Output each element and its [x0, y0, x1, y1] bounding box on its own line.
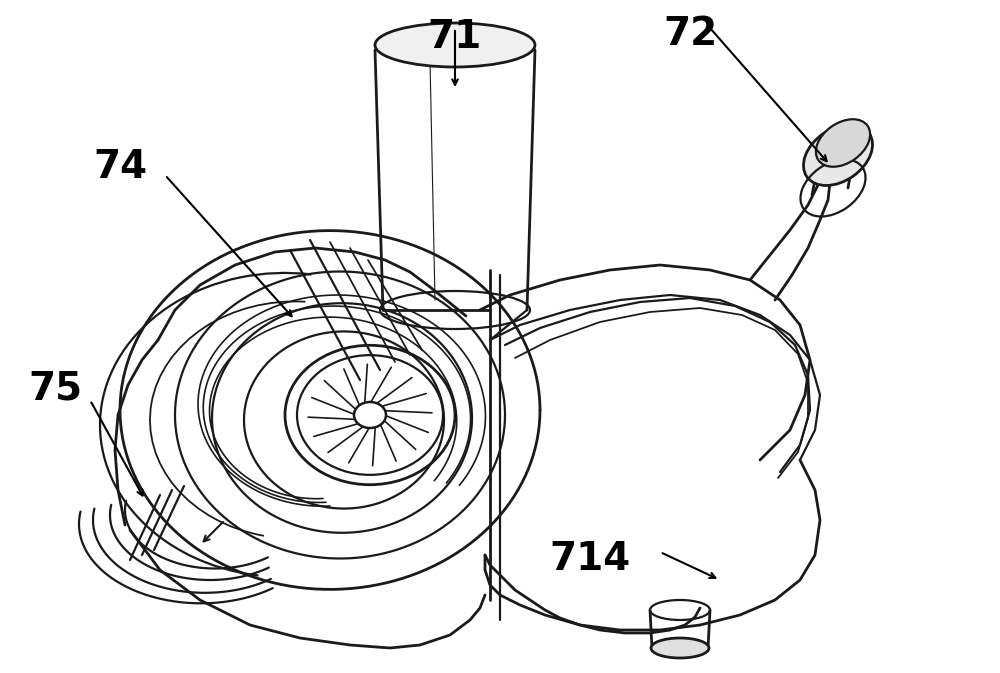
Ellipse shape — [803, 125, 873, 186]
Text: 72: 72 — [663, 15, 717, 53]
Text: 74: 74 — [93, 148, 147, 186]
Ellipse shape — [816, 119, 870, 167]
Ellipse shape — [651, 638, 709, 658]
Text: 714: 714 — [549, 540, 631, 578]
Ellipse shape — [375, 23, 535, 67]
Text: 75: 75 — [28, 370, 82, 408]
Text: 71: 71 — [428, 18, 482, 56]
Ellipse shape — [354, 402, 386, 428]
